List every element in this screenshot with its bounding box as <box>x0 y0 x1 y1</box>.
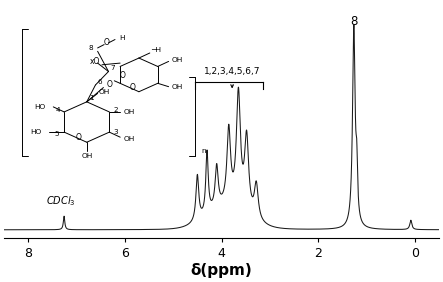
Text: 1,2,3,4,5,6,7: 1,2,3,4,5,6,7 <box>204 67 260 76</box>
Text: CDCl$_3$: CDCl$_3$ <box>47 195 76 208</box>
Text: 8: 8 <box>350 15 358 28</box>
X-axis label: δ(ppm): δ(ppm) <box>190 263 253 278</box>
